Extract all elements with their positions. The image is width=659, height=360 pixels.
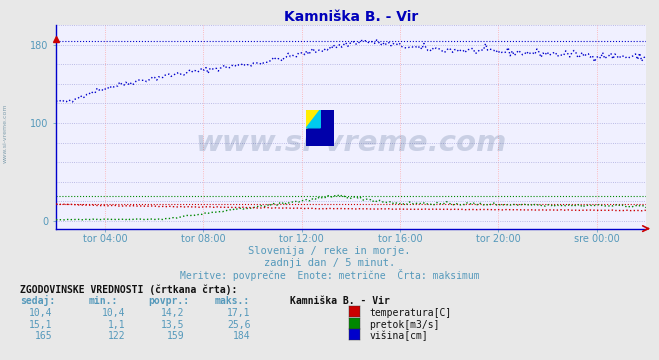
Text: pretok[m3/s]: pretok[m3/s] <box>369 320 440 330</box>
Text: 17,1: 17,1 <box>227 308 250 318</box>
Text: 10,4: 10,4 <box>29 308 53 318</box>
Text: višina[cm]: višina[cm] <box>369 331 428 341</box>
Text: Kamniška B. - Vir: Kamniška B. - Vir <box>290 296 390 306</box>
Text: sedaj:: sedaj: <box>20 295 55 306</box>
Title: Kamniška B. - Vir: Kamniška B. - Vir <box>284 10 418 24</box>
Text: 165: 165 <box>35 331 53 341</box>
Text: Slovenija / reke in morje.: Slovenija / reke in morje. <box>248 246 411 256</box>
Text: ZGODOVINSKE VREDNOSTI (črtkana črta):: ZGODOVINSKE VREDNOSTI (črtkana črta): <box>20 285 237 296</box>
Text: 184: 184 <box>233 331 250 341</box>
Text: temperatura[C]: temperatura[C] <box>369 308 451 318</box>
Text: maks.:: maks.: <box>214 296 249 306</box>
Text: 122: 122 <box>107 331 125 341</box>
Text: 10,4: 10,4 <box>101 308 125 318</box>
Text: www.si-vreme.com: www.si-vreme.com <box>3 103 8 163</box>
Text: www.si-vreme.com: www.si-vreme.com <box>195 129 507 157</box>
Text: 25,6: 25,6 <box>227 320 250 330</box>
Text: 14,2: 14,2 <box>161 308 185 318</box>
Text: 15,1: 15,1 <box>29 320 53 330</box>
Text: povpr.:: povpr.: <box>148 296 189 306</box>
Text: 1,1: 1,1 <box>107 320 125 330</box>
Text: Meritve: povprečne  Enote: metrične  Črta: maksimum: Meritve: povprečne Enote: metrične Črta:… <box>180 269 479 281</box>
Text: zadnji dan / 5 minut.: zadnji dan / 5 minut. <box>264 258 395 269</box>
Text: 13,5: 13,5 <box>161 320 185 330</box>
Text: 159: 159 <box>167 331 185 341</box>
Text: min.:: min.: <box>89 296 119 306</box>
Polygon shape <box>306 110 320 128</box>
Polygon shape <box>306 110 320 128</box>
